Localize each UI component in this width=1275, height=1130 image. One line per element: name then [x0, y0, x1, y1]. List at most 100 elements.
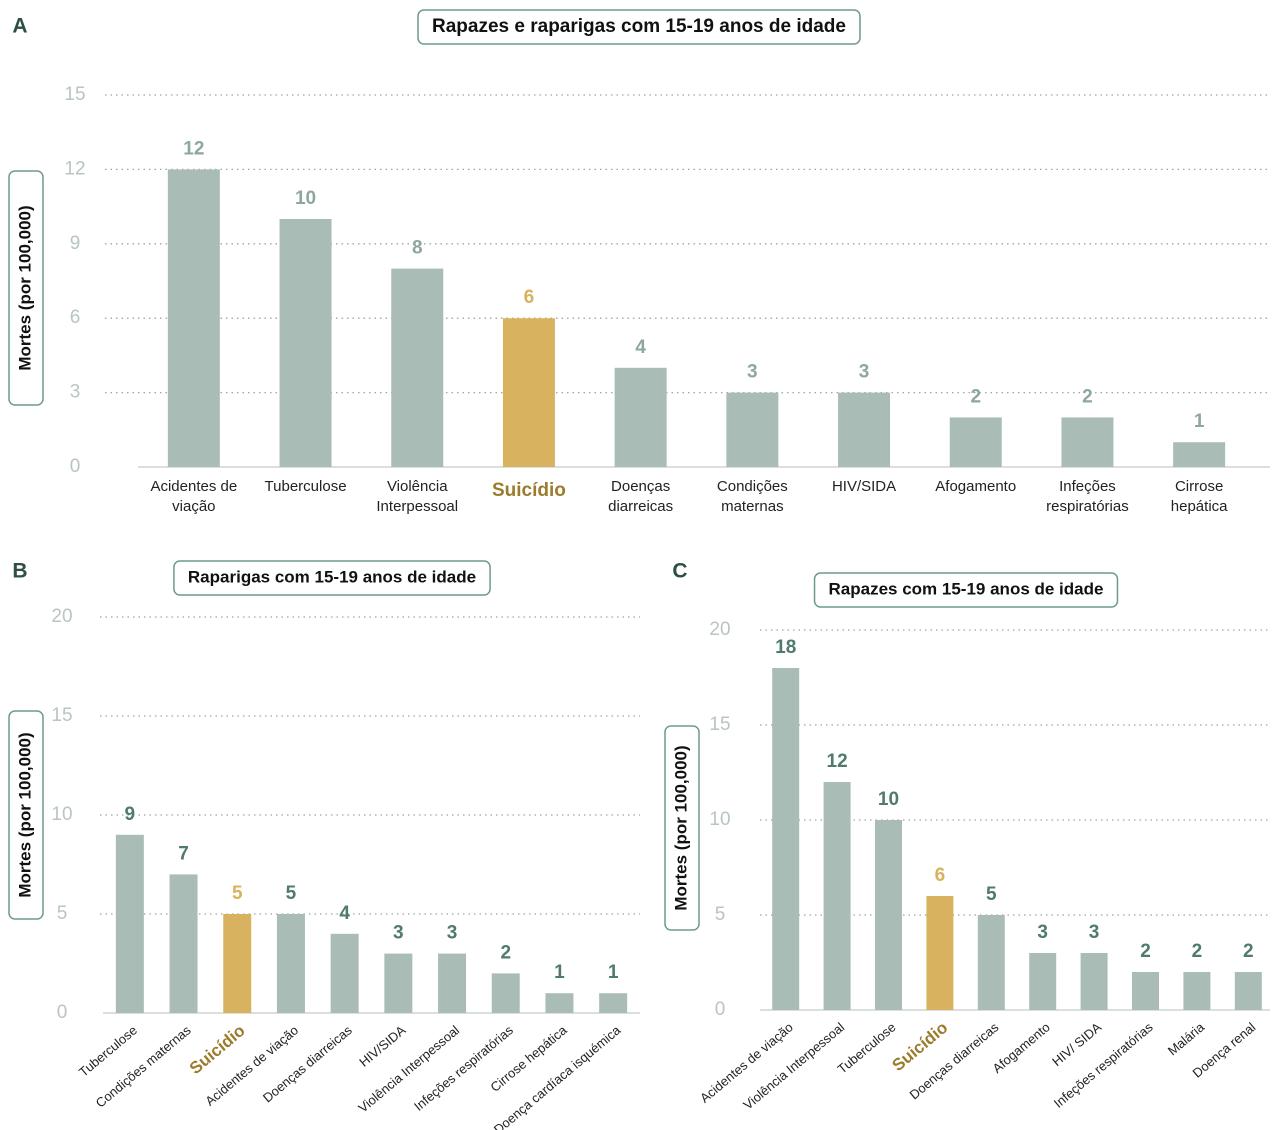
x-tick-label: Acidentes de viação — [202, 1022, 301, 1108]
title-box — [813, 572, 1119, 608]
bar — [115, 834, 144, 1013]
panel-letter: A — [12, 15, 27, 38]
bar — [823, 782, 851, 1010]
bar — [1234, 972, 1262, 1010]
title-box — [173, 560, 491, 596]
y-tick-label: 0 — [57, 1002, 68, 1023]
y-tick-label: 15 — [709, 714, 730, 735]
x-tick-label: Afogamento — [935, 478, 1017, 495]
y-tick-label: 9 — [70, 233, 81, 254]
x-tick-label: Condições maternas — [716, 478, 788, 515]
x-tick-label: HIV/SIDA — [831, 478, 897, 495]
x-tick-label: Violência Interpessoal — [376, 478, 459, 515]
y-label-box — [8, 170, 44, 406]
value-label: 12 — [827, 751, 848, 772]
chart-title: Rapazes e raparigas com 15-19 anos de id… — [432, 16, 846, 37]
y-tick-label: 0 — [715, 999, 726, 1020]
x-tick-label-box: HIV/SIDA — [831, 478, 897, 495]
bar — [1173, 442, 1226, 467]
x-tick-label: Afogamento — [989, 1019, 1052, 1076]
bar — [1061, 417, 1114, 467]
x-tick-label: Suicídio — [491, 480, 566, 501]
bar — [875, 820, 902, 1010]
value-label: 2 — [970, 386, 981, 407]
value-label: 9 — [125, 804, 136, 825]
x-tick-label-box: Violência Interpessoal — [376, 478, 459, 515]
value-label: 1 — [1194, 411, 1205, 432]
x-tick-label: Doenças diarreicas — [608, 478, 674, 515]
x-tick-label: Acidentes de viação — [697, 1019, 796, 1105]
y-tick-label: 10 — [709, 809, 730, 830]
title-box — [417, 9, 861, 45]
x-tick-label: Violência Interpessoal — [740, 1019, 847, 1112]
y-axis-label: Mortes (por 100,000) — [15, 732, 34, 897]
value-label: 1 — [608, 962, 619, 983]
bar — [279, 219, 332, 467]
bar — [491, 973, 520, 1013]
x-tick-label: Malária — [1165, 1019, 1208, 1058]
value-label: 2 — [500, 942, 511, 963]
x-tick-label-box: Tuberculose — [265, 478, 347, 495]
y-tick-label: 6 — [70, 307, 81, 328]
x-tick-label: Condições maternas — [93, 1022, 194, 1110]
panel-letter: B — [12, 560, 27, 583]
value-label: 5 — [286, 883, 297, 904]
y-label-box — [664, 725, 700, 931]
bar — [977, 915, 1005, 1010]
x-tick-label: Infeções respiratórias — [1051, 1019, 1156, 1111]
x-tick-label: Infeções respiratórias — [411, 1022, 516, 1114]
y-tick-label: 20 — [709, 619, 730, 640]
y-axis-label: Mortes (por 100,000) — [15, 205, 34, 370]
bar — [545, 993, 574, 1013]
y-tick-label: 15 — [64, 84, 85, 105]
value-label: 2 — [1192, 941, 1203, 962]
value-label: 1 — [554, 962, 565, 983]
value-label: 3 — [859, 362, 870, 383]
x-tick-label-box: Cirrose hepática — [1170, 478, 1228, 515]
bar — [772, 668, 800, 1010]
value-label: 6 — [524, 287, 535, 308]
x-tick-label: Cirrose hepática — [1170, 478, 1228, 515]
bar — [1029, 953, 1057, 1010]
value-label: 7 — [178, 843, 189, 864]
y-tick-label: 20 — [51, 606, 72, 627]
y-tick-label: 5 — [57, 903, 68, 924]
value-label: 4 — [635, 337, 646, 358]
bar — [1080, 953, 1108, 1010]
bar — [1132, 972, 1159, 1010]
value-label: 5 — [986, 884, 997, 905]
value-label: 3 — [1089, 922, 1100, 943]
x-tick-label-box: Afogamento — [935, 478, 1017, 495]
x-tick-label-box: Suicídio — [491, 480, 566, 501]
value-label: 5 — [232, 883, 243, 904]
value-label: 2 — [1082, 386, 1093, 407]
value-label: 2 — [1140, 941, 1151, 962]
value-label: 3 — [1037, 922, 1048, 943]
value-label: 3 — [393, 923, 404, 944]
y-tick-label: 3 — [70, 382, 81, 403]
y-axis-label: Mortes (por 100,000) — [671, 745, 690, 910]
y-tick-label: 15 — [51, 705, 72, 726]
chart-title: Raparigas com 15-19 anos de idade — [188, 567, 476, 586]
x-tick-label-box: Infeções respiratórias — [1046, 478, 1129, 515]
bar — [926, 896, 954, 1010]
bar — [223, 914, 252, 1013]
x-tick-label: Acidentes de viação — [150, 478, 238, 515]
bar — [167, 169, 220, 467]
x-tick-label: Doenças diarreicas — [907, 1019, 1002, 1102]
value-label: 12 — [183, 138, 204, 159]
bar — [614, 367, 667, 467]
bar — [502, 318, 555, 467]
value-label: 6 — [935, 865, 946, 886]
panel-letter: C — [672, 560, 687, 583]
value-label: 8 — [412, 238, 423, 259]
y-tick-label: 5 — [715, 904, 726, 925]
bar — [276, 914, 305, 1013]
x-tick-label: HIV/SIDA — [356, 1022, 409, 1069]
x-tick-label-box: Condições maternas — [716, 478, 788, 515]
x-tick-label: Infeções respiratórias — [1046, 478, 1129, 515]
bar — [169, 874, 198, 1013]
bar — [949, 417, 1002, 467]
value-label: 3 — [747, 362, 758, 383]
